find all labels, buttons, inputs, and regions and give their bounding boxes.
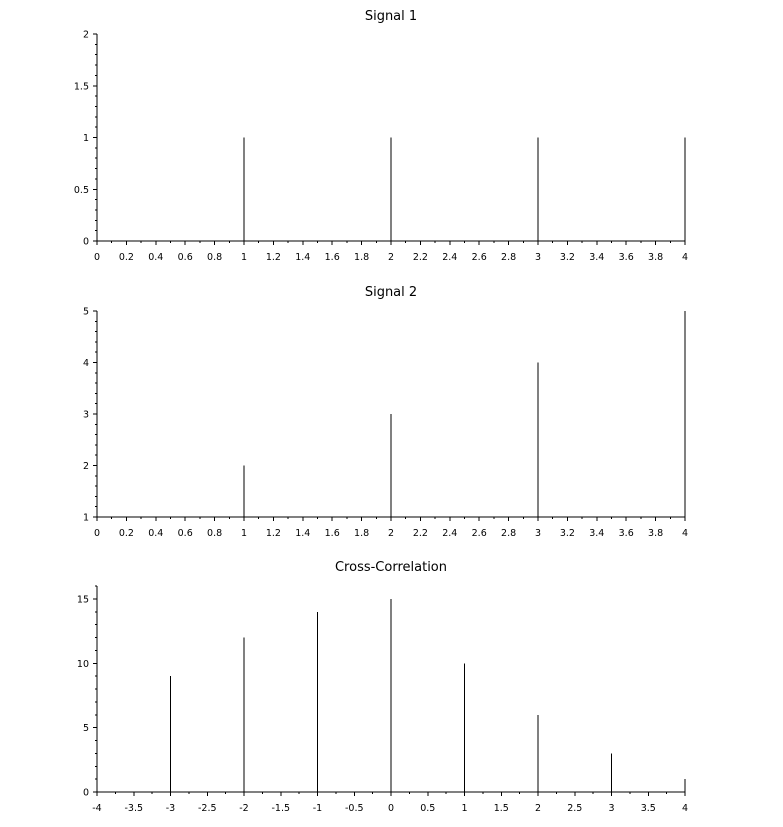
y-tick-label: 0.5: [74, 185, 89, 196]
x-tick-label: 0.8: [207, 252, 222, 263]
x-tick-label: 0.2: [119, 528, 134, 539]
x-tick-label: 3: [535, 528, 541, 539]
x-tick-label: 3.2: [560, 252, 575, 263]
chart-panel-3: Cross-Correlation -4 -3.5 -3 -2.5 -2 -1.5 -1 -0.…: [77, 560, 688, 814]
x-tick-label: 0.5: [420, 803, 435, 814]
chart-panel-2: Signal 2 0 0.2 0.4 0.6 0.8 1 1.2 1.4 1.6 1.8 2 2.2 2.…: [83, 285, 688, 539]
x-tick-label: 0: [388, 803, 394, 814]
x-tick-label: 0.4: [148, 252, 163, 263]
x-tick-label: 2.4: [442, 252, 457, 263]
x-tick-label: 2.2: [413, 528, 428, 539]
x-tick-label: -3: [166, 803, 175, 814]
y-tick-label: 2: [83, 30, 89, 41]
x-tick-label: 3.5: [641, 803, 656, 814]
x-tick-label: 3.8: [648, 528, 663, 539]
x-tick-label: -1.5: [271, 803, 290, 814]
x-tick-label: 1.8: [354, 252, 369, 263]
y-tick-label: 0: [83, 788, 89, 799]
x-tick-label: 1.8: [354, 528, 369, 539]
y-tick-label: 1: [83, 133, 89, 144]
x-tick-label: 3: [535, 252, 541, 263]
chart-title: Signal 1: [365, 9, 417, 24]
y-tick-label: 3: [83, 410, 89, 421]
y-tick-label: 5: [83, 723, 89, 734]
x-tick-label: 1: [461, 803, 467, 814]
x-tick-label: 1: [241, 252, 247, 263]
x-tick-label: 1.2: [266, 528, 281, 539]
x-tick-label: 2.8: [501, 528, 516, 539]
chart-title: Cross-Correlation: [335, 560, 447, 575]
x-tick-label: -2: [239, 803, 248, 814]
x-tick-label: 3.4: [589, 528, 604, 539]
y-tick-label: 4: [83, 358, 89, 369]
x-tick-label: 0.8: [207, 528, 222, 539]
x-tick-label: 3.6: [619, 252, 634, 263]
x-tick-label: 1.5: [494, 803, 509, 814]
x-tick-label: 0.2: [119, 252, 134, 263]
x-tick-label: 4: [682, 252, 688, 263]
x-tick-label: 0.4: [148, 528, 163, 539]
y-tick-label: 1: [83, 513, 89, 524]
x-tick-label: 1.4: [295, 528, 310, 539]
x-tick-label: 2.2: [413, 252, 428, 263]
chart-title: Signal 2: [365, 285, 417, 300]
x-tick-label: 0.6: [178, 528, 193, 539]
y-tick-label: 10: [77, 659, 89, 670]
y-tick-label: 15: [77, 594, 89, 605]
y-tick-label: 1.5: [74, 81, 89, 92]
y-tick-label: 5: [83, 307, 89, 318]
x-tick-label: 3: [608, 803, 614, 814]
x-tick-label: -1: [313, 803, 322, 814]
x-tick-label: 1.4: [295, 252, 310, 263]
x-tick-label: 0: [94, 252, 100, 263]
x-tick-label: 1.6: [325, 528, 340, 539]
x-tick-label: 2.6: [472, 252, 487, 263]
chart-panel-1: Signal 1 0 0.2 0.4 0.6 0.8 1 1.2 1.4 1.6 1.8 2 2.2 2.…: [74, 9, 688, 263]
x-tick-label: 2.5: [567, 803, 582, 814]
x-tick-label: -4: [92, 803, 101, 814]
x-tick-label: 4: [682, 803, 688, 814]
x-tick-label: -2.5: [198, 803, 217, 814]
x-tick-label: 1.6: [325, 252, 340, 263]
x-tick-label: 3.8: [648, 252, 663, 263]
x-tick-label: 2: [388, 252, 394, 263]
x-tick-label: 2.8: [501, 252, 516, 263]
x-tick-label: 4: [682, 528, 688, 539]
x-tick-label: 3.6: [619, 528, 634, 539]
x-tick-label: 0.6: [178, 252, 193, 263]
x-tick-label: 1.2: [266, 252, 281, 263]
x-tick-label: 2: [535, 803, 541, 814]
y-tick-label: 0: [83, 237, 89, 248]
y-tick-label: 2: [83, 461, 89, 472]
x-tick-label: 2: [388, 528, 394, 539]
x-tick-label: -3.5: [124, 803, 143, 814]
x-tick-label: 3.4: [589, 252, 604, 263]
x-tick-label: 3.2: [560, 528, 575, 539]
x-tick-label: 2.4: [442, 528, 457, 539]
x-tick-label: 1: [241, 528, 247, 539]
x-tick-label: 0: [94, 528, 100, 539]
x-tick-label: 2.6: [472, 528, 487, 539]
x-tick-label: -0.5: [345, 803, 364, 814]
